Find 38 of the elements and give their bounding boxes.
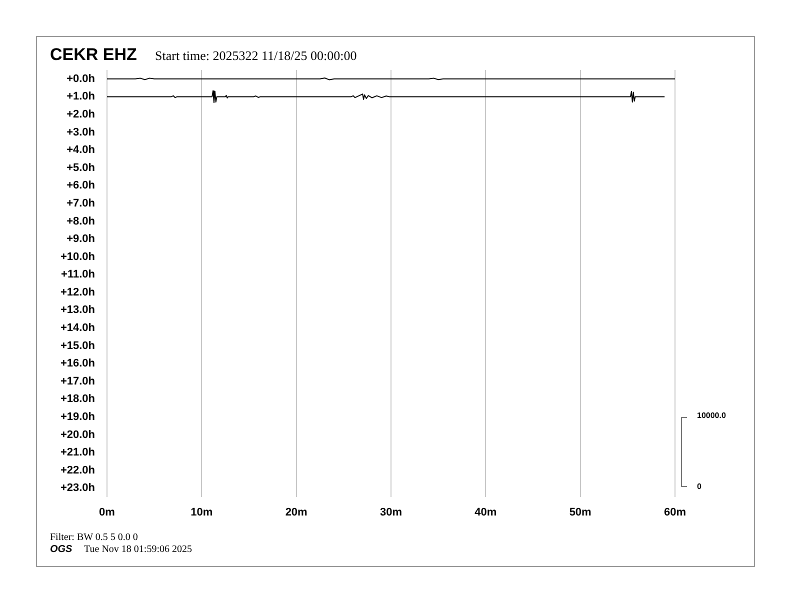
text: 10000.0 [697, 411, 726, 420]
chart-subtitle: Start time: 2025322 11/18/25 00:00:00 [155, 48, 357, 64]
y-tick-label: +16.0h [60, 358, 96, 370]
chart-title: CEKR EHZ [50, 45, 137, 65]
y-tick-label: +9.0h [66, 233, 96, 246]
x-tick-label: 20m [285, 506, 308, 519]
x-tick-label: 0m [99, 506, 116, 519]
x-tick-label: 40m [474, 506, 497, 519]
text: Filter: BW 0.5 5 0.0 0 [50, 532, 138, 543]
y-tick-label: +8.0h [66, 215, 96, 228]
y-tick-label: +0.0h [66, 72, 96, 85]
y-tick-label: +23.0h [60, 482, 96, 494]
y-tick-label: +15.0h [60, 340, 96, 352]
y-tick-label: +7.0h [66, 197, 96, 210]
text: OGS [50, 544, 72, 555]
y-tick-label: +12.0h [60, 286, 96, 298]
y-tick-label: +13.0h [60, 304, 96, 316]
y-tick-label: +21.0h [60, 446, 96, 459]
y-tick-label: +10.0h [60, 250, 96, 263]
x-tick-label: 50m [569, 506, 592, 519]
y-tick-label: +3.0h [66, 126, 96, 138]
x-tick-label: 30m [380, 506, 402, 519]
y-tick-label: +5.0h [66, 162, 96, 174]
y-tick-label: +19.0h [60, 410, 96, 423]
y-tick-label: +2.0h [66, 108, 96, 121]
text: Tue Nov 18 01:59:06 2025 [84, 544, 192, 555]
y-tick-label: +11.0h [61, 268, 96, 281]
y-tick-label: +20.0h [60, 428, 96, 441]
y-tick-label: +6.0h [66, 180, 96, 192]
y-tick-label: +18.0h [60, 393, 96, 406]
text: 0 [697, 482, 702, 491]
y-tick-label: +22.0h [60, 464, 96, 476]
y-tick-label: +14.0h [60, 322, 96, 334]
y-tick-label: +4.0h [66, 144, 96, 156]
y-tick-label: +17.0h [60, 375, 96, 388]
y-tick-label: +1.0h [66, 90, 96, 103]
x-tick-label: 10m [190, 506, 213, 519]
x-tick-label: 60m [664, 506, 686, 519]
